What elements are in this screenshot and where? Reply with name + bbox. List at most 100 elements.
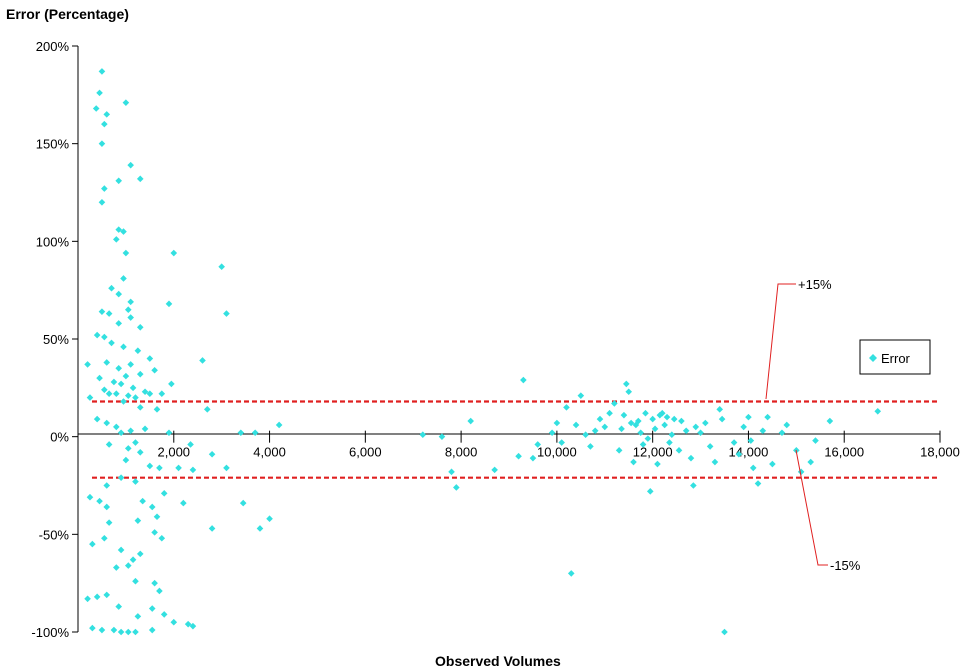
- data-point: [148, 626, 156, 634]
- data-point: [635, 417, 642, 425]
- x-tick-label: 10,000: [537, 445, 577, 460]
- data-point: [165, 300, 173, 308]
- data-point: [132, 478, 139, 485]
- x-tick-label: 6,000: [349, 445, 382, 460]
- data-point: [649, 415, 656, 423]
- data-point: [101, 534, 108, 542]
- data-point: [175, 464, 182, 472]
- data-point: [105, 519, 113, 526]
- data-point: [168, 380, 175, 388]
- data-point: [769, 460, 776, 468]
- data-point: [127, 314, 134, 321]
- data-point: [141, 388, 149, 396]
- y-tick-label: -50%: [39, 527, 70, 542]
- data-point: [136, 323, 144, 331]
- data-point: [132, 628, 139, 636]
- data-point: [582, 431, 589, 439]
- data-point: [826, 417, 834, 425]
- data-point: [98, 198, 106, 206]
- data-point: [759, 427, 767, 435]
- data-point: [558, 439, 565, 446]
- data-point: [783, 421, 791, 429]
- data-point: [89, 624, 96, 632]
- data-point: [807, 458, 814, 466]
- data-point: [666, 439, 673, 446]
- data-point: [108, 284, 115, 292]
- x-tick-label: 16,000: [824, 445, 864, 460]
- data-point: [642, 409, 649, 417]
- data-point: [644, 435, 652, 442]
- data-point: [151, 579, 158, 587]
- data-point: [132, 394, 139, 401]
- data-point: [706, 443, 714, 450]
- data-point: [115, 365, 123, 372]
- data-point: [199, 357, 206, 364]
- data-point: [548, 429, 556, 437]
- data-point: [189, 466, 197, 474]
- data-point: [117, 628, 125, 636]
- y-ticks: -100% -50% 0% 50% 100% 150% 200%: [31, 39, 78, 640]
- data-point: [606, 409, 613, 417]
- data-point: [127, 361, 134, 368]
- data-point: [611, 400, 618, 407]
- x-tick-label: 12,000: [633, 445, 673, 460]
- data-point: [567, 570, 575, 577]
- data-point: [735, 450, 743, 458]
- data-point: [165, 429, 173, 437]
- data-point: [120, 343, 127, 351]
- data-point: [122, 99, 130, 106]
- data-point: [101, 185, 108, 192]
- data-point: [623, 380, 630, 388]
- data-point: [151, 529, 158, 536]
- data-point: [237, 429, 245, 437]
- data-point: [187, 441, 194, 448]
- data-point: [419, 431, 427, 439]
- legend-marker: [869, 354, 877, 362]
- x-tick-label: 2,000: [158, 445, 191, 460]
- plus-15-leader-line: [765, 283, 796, 400]
- data-point: [692, 423, 700, 431]
- data-point: [529, 454, 537, 462]
- data-point: [740, 423, 747, 431]
- data-point: [587, 443, 594, 450]
- data-point: [103, 359, 111, 366]
- data-point: [134, 347, 142, 355]
- data-point: [184, 620, 192, 628]
- data-point: [93, 415, 101, 423]
- data-point: [687, 454, 695, 462]
- data-point: [96, 497, 103, 505]
- data-point: [721, 628, 728, 636]
- data-point: [668, 431, 676, 439]
- data-point: [93, 593, 101, 601]
- data-point: [120, 275, 127, 282]
- data-point: [103, 419, 111, 427]
- x-tick-label: 8,000: [445, 445, 478, 460]
- data-point: [96, 89, 103, 97]
- data-point: [637, 429, 644, 437]
- data-point: [448, 468, 455, 476]
- data-point: [812, 437, 819, 444]
- reference-lines: [92, 400, 940, 479]
- data-point: [113, 236, 120, 243]
- data-point: [158, 534, 166, 542]
- data-point: [160, 611, 168, 618]
- data-point: [745, 413, 752, 421]
- data-point: [591, 427, 599, 435]
- data-point: [124, 306, 132, 313]
- data-point: [122, 372, 130, 380]
- data-point: [151, 366, 158, 374]
- data-point: [754, 480, 762, 487]
- data-point: [124, 392, 132, 399]
- data-point: [553, 419, 561, 427]
- x-tick-label: 4,000: [253, 445, 286, 460]
- data-point: [115, 177, 123, 185]
- data-point: [146, 462, 154, 470]
- data-point: [110, 626, 118, 634]
- data-point: [749, 464, 757, 472]
- data-point: [124, 562, 132, 569]
- data-point: [596, 415, 604, 423]
- data-point: [711, 458, 719, 466]
- y-axis-title: Error (Percentage): [6, 6, 129, 22]
- data-point: [115, 226, 123, 233]
